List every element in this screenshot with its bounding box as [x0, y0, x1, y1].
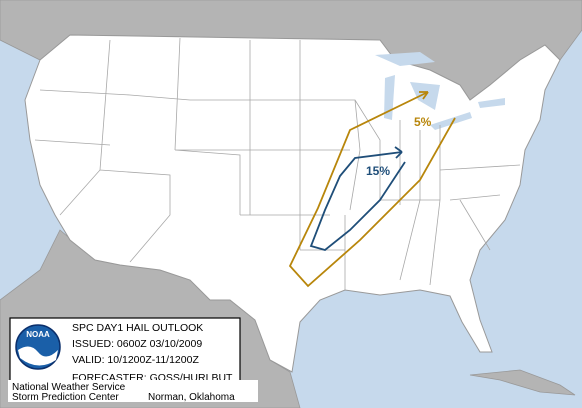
lake-superior — [375, 52, 435, 66]
legend-issued: ISSUED: 0600Z 03/10/2009 — [72, 338, 202, 350]
united-states — [24, 34, 561, 373]
footer-box — [8, 380, 258, 402]
footer-location: Norman, Oklahoma — [148, 392, 235, 403]
outlook-15-label: 15% — [366, 164, 390, 178]
cuba — [469, 369, 576, 396]
footer-center: Storm Prediction Center — [12, 392, 119, 403]
noaa-logo-wave — [18, 346, 58, 366]
legend-title: SPC DAY1 HAIL OUTLOOK — [72, 322, 203, 334]
lake-erie — [430, 112, 472, 130]
lake-ontario — [478, 98, 505, 108]
outlook-15-line — [309, 151, 406, 251]
legend-valid: VALID: 10/1200Z-11/1200Z — [72, 354, 199, 366]
outlook-15-arrow — [394, 146, 403, 159]
footer-agency: National Weather Service — [12, 382, 126, 393]
outlook-5-line — [288, 91, 456, 288]
noaa-logo-text: NOAA — [26, 330, 50, 339]
outlook-5-label: 5% — [414, 115, 432, 129]
outlook-5-arrow — [419, 91, 429, 100]
